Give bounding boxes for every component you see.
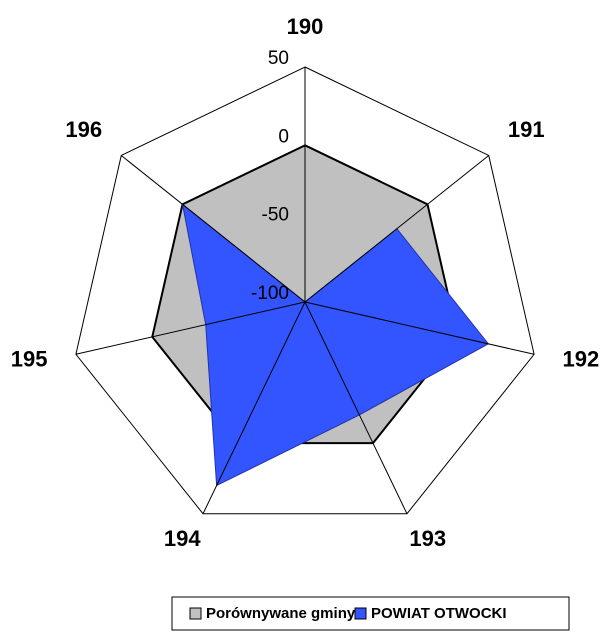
spoke bbox=[202, 301, 306, 514]
legend-label: Porównywane gminy bbox=[206, 605, 356, 622]
category-label: 194 bbox=[164, 526, 201, 551]
category-label: 196 bbox=[65, 117, 102, 142]
grid-ring bbox=[75, 66, 535, 515]
category-label: 193 bbox=[409, 526, 446, 551]
spoke bbox=[75, 301, 306, 355]
y-tick-label: 50 bbox=[268, 48, 289, 69]
category-label: 195 bbox=[11, 347, 48, 372]
category-label: 192 bbox=[563, 347, 600, 372]
category-label: 191 bbox=[508, 117, 545, 142]
legend-label: POWIAT OTWOCKI bbox=[371, 605, 507, 622]
spoke bbox=[304, 301, 535, 355]
legend-swatch bbox=[189, 607, 202, 620]
legend-swatch bbox=[354, 607, 367, 620]
y-tick-label: -100 bbox=[251, 283, 289, 304]
spoke bbox=[304, 155, 490, 303]
category-label: 190 bbox=[287, 14, 324, 39]
spoke bbox=[304, 301, 408, 514]
series-area bbox=[181, 203, 490, 487]
y-tick-label: 0 bbox=[278, 126, 289, 147]
spoke bbox=[120, 155, 306, 303]
legend-box bbox=[171, 596, 570, 631]
y-tick-label: -50 bbox=[262, 205, 289, 226]
